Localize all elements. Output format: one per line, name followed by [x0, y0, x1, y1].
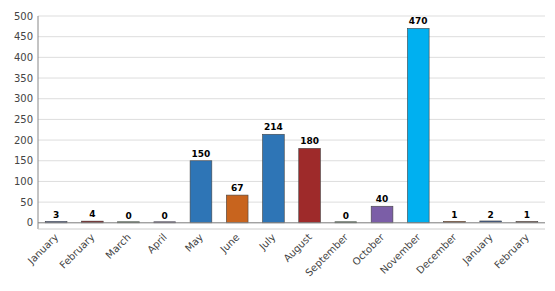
bar [444, 221, 466, 222]
y-tick-label: 0 [27, 217, 33, 228]
bar [299, 148, 321, 222]
data-label: 2 [488, 210, 494, 220]
grid-line [38, 98, 545, 99]
chart-container: 0501001502002503003504004505003400150672… [0, 0, 555, 291]
data-label: 0 [162, 211, 168, 221]
x-tick-label: January [460, 231, 495, 266]
bar [226, 195, 248, 223]
x-tick-label: July [256, 231, 277, 252]
bar [480, 221, 502, 222]
x-tick-label: October [350, 231, 387, 268]
zero-line [38, 222, 545, 223]
grid-line [38, 160, 545, 161]
bar [371, 206, 393, 223]
bar [407, 28, 429, 222]
grid-line [38, 181, 545, 182]
data-label: 1 [524, 210, 530, 220]
x-tick-label: September [303, 231, 350, 278]
data-label: 150 [192, 149, 211, 159]
grid-line [38, 78, 545, 79]
bar [516, 221, 538, 222]
data-label: 470 [409, 16, 428, 26]
y-tick-label: 100 [14, 176, 33, 187]
y-axis-line [38, 16, 39, 229]
grid-line [38, 16, 545, 17]
bar [190, 161, 212, 223]
x-axis-line [38, 229, 545, 230]
grid-line [38, 202, 545, 203]
x-tick-label: May [183, 231, 205, 253]
y-tick-label: 400 [14, 52, 33, 63]
x-tick-label: February [492, 231, 531, 270]
y-tick-label: 200 [14, 135, 33, 146]
y-tick-label: 300 [14, 93, 33, 104]
x-tick-label: June [218, 231, 242, 255]
x-tick-label: August [281, 231, 314, 264]
grid-line [38, 119, 545, 120]
chart: 0501001502002503003504004505003400150672… [0, 0, 555, 291]
y-tick-label: 250 [14, 114, 33, 125]
x-tick-label: February [57, 231, 96, 270]
x-tick-label: April [145, 231, 169, 255]
x-tick-label: December [414, 231, 459, 276]
data-label: 67 [231, 183, 244, 193]
x-tick-label: January [25, 231, 60, 266]
data-label: 214 [264, 122, 283, 132]
y-tick-label: 150 [14, 155, 33, 166]
data-label: 180 [300, 136, 319, 146]
y-tick-label: 500 [14, 11, 33, 22]
y-tick-label: 450 [14, 31, 33, 42]
y-tick-label: 50 [20, 197, 33, 208]
grid-line [38, 57, 545, 58]
data-label: 4 [89, 209, 95, 219]
x-tick-label: March [103, 231, 132, 260]
data-label: 40 [376, 194, 389, 204]
bar [263, 134, 285, 223]
grid-line [38, 140, 545, 141]
bars [45, 28, 538, 222]
data-label: 3 [53, 210, 59, 220]
grid-line [38, 36, 545, 37]
grid-line [38, 222, 545, 223]
y-tick-label: 350 [14, 73, 33, 84]
data-label: 1 [451, 210, 457, 220]
grid [38, 16, 545, 223]
data-label: 0 [343, 211, 349, 221]
data-label: 0 [125, 211, 131, 221]
